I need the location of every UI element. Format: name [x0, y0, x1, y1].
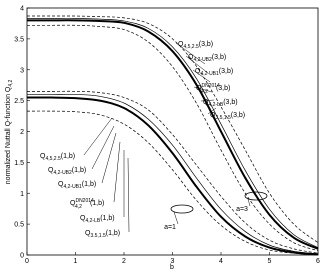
- y-tick-label: 3: [20, 67, 24, 74]
- curve-label: Q4,2-LB(3,b): [203, 99, 238, 108]
- curve-label: QDN2014 4,2 (1,b): [70, 198, 104, 210]
- x-tick-label: 0: [25, 258, 29, 265]
- label-sub: 3.5,1.5: [90, 233, 106, 239]
- curve: [27, 24, 319, 252]
- group-leader: [247, 198, 251, 207]
- label-sub: 3.5,1.5: [215, 115, 231, 121]
- label-tail: (3,b): [216, 85, 230, 92]
- label-sub: 4,5,2.5: [45, 156, 61, 162]
- leader-line: [185, 55, 209, 74]
- curve-label: Q3.5,1.5(1,b): [85, 230, 120, 239]
- curve-label: Q4,2-UB2(1,b): [48, 167, 86, 176]
- y-tick-label: 1.5: [14, 160, 24, 167]
- y-tick-label: 0.5: [14, 222, 24, 229]
- label-tail: (3,b): [219, 68, 233, 75]
- y-tick-label: 2.5: [14, 98, 24, 105]
- label-sub: 4,2-UB1: [63, 184, 82, 190]
- label-sub: 4,2-UB2: [53, 170, 72, 176]
- x-tick-label: 6: [316, 258, 320, 265]
- label-sub: 4,2-UB1: [200, 71, 219, 77]
- curve-label: Q4,2-UB1(1,b): [58, 181, 96, 190]
- label-main: Q: [203, 99, 209, 106]
- group-leader: [173, 211, 179, 225]
- label-tail: (1,b): [61, 153, 75, 160]
- leader-line: [200, 99, 215, 102]
- label-tail: (3,b): [212, 54, 226, 61]
- curve-label: Q4,5,2.5(3,b): [178, 41, 213, 50]
- curve: [26, 96, 319, 256]
- label-tail: (1,b): [106, 230, 120, 237]
- y-label-text: normalized Nuttall Q-function Q: [5, 86, 12, 184]
- y-label-sub: 4,2: [8, 79, 14, 86]
- group-ellipse: [244, 191, 268, 201]
- label-sub: 4,2: [201, 89, 208, 95]
- leader-line: [91, 125, 115, 170]
- group-label: a=3: [236, 206, 248, 213]
- curve: [27, 18, 319, 248]
- label-main: Q: [178, 41, 184, 48]
- label-sub: 4,2-LB: [85, 218, 100, 224]
- label-tail: (3,b): [199, 41, 213, 48]
- leader-line: [192, 69, 211, 83]
- leader-line: [193, 86, 213, 93]
- curve-label: Q3.5,1.5(3,b): [210, 112, 245, 121]
- label-main: Q: [188, 54, 194, 61]
- y-axis-label: normalized Nuttall Q-function Q4,2: [5, 79, 14, 184]
- label-tail: (3,b): [223, 99, 237, 106]
- label-tail: (1,b): [82, 181, 96, 188]
- label-main: Q: [195, 68, 201, 75]
- x-tick-label: 3: [171, 258, 175, 265]
- x-tick-label: 4: [219, 258, 223, 265]
- label-main: Q: [85, 230, 91, 237]
- label-sub: 4,2-LB: [208, 102, 223, 108]
- x-tick-label: 5: [268, 258, 272, 265]
- label-main: Q: [80, 215, 86, 222]
- y-tick-label: 4: [20, 6, 24, 13]
- x-axis-label: b: [170, 264, 174, 271]
- curve-label: Q4,2-UB1(3,b): [195, 68, 233, 77]
- curve: [27, 15, 319, 243]
- label-main: Q: [48, 167, 54, 174]
- label-sub: 4,2-UB2: [193, 57, 212, 63]
- x-tick-label: 1: [74, 258, 78, 265]
- leader-line: [113, 141, 121, 203]
- y-tick-label: 2: [20, 129, 24, 136]
- label-main: Q: [58, 181, 64, 188]
- curve-label: Q4,2-UB2(3,b): [188, 54, 226, 63]
- label-sup: DN2014: [201, 83, 220, 89]
- label-tail: (1,b): [90, 200, 104, 207]
- label-sub: 4,5,2.5: [183, 44, 199, 50]
- curve: [27, 93, 319, 255]
- group-label: a=1: [164, 224, 176, 231]
- curve-label: Q4,5,2.5(1,b): [40, 153, 75, 162]
- curve: [26, 110, 319, 255]
- label-tail: (3,b): [231, 112, 245, 119]
- y-tick-label: 3.5: [14, 36, 24, 43]
- label-tail: (1,b): [72, 167, 86, 174]
- y-tick-label: 0: [20, 253, 24, 260]
- leader-line: [175, 42, 206, 65]
- curve: [26, 19, 319, 250]
- leader-line: [127, 157, 130, 233]
- group-ellipse: [170, 204, 194, 214]
- label-sub: 4,2: [75, 204, 82, 210]
- y-tick-label: 1: [20, 191, 24, 198]
- x-tick-label: 2: [122, 258, 126, 265]
- curve-label: Q4,2-LB(1,b): [80, 215, 115, 224]
- plot-frame: [26, 7, 319, 256]
- leader-line: [207, 107, 217, 115]
- leader-line: [101, 132, 117, 184]
- leader-line: [83, 117, 113, 156]
- label-sup: DN2014: [75, 198, 94, 204]
- label-main: Q: [70, 200, 76, 207]
- label-main: Q: [210, 112, 216, 119]
- label-main: Q: [40, 153, 46, 160]
- label-tail: (1,b): [100, 215, 114, 222]
